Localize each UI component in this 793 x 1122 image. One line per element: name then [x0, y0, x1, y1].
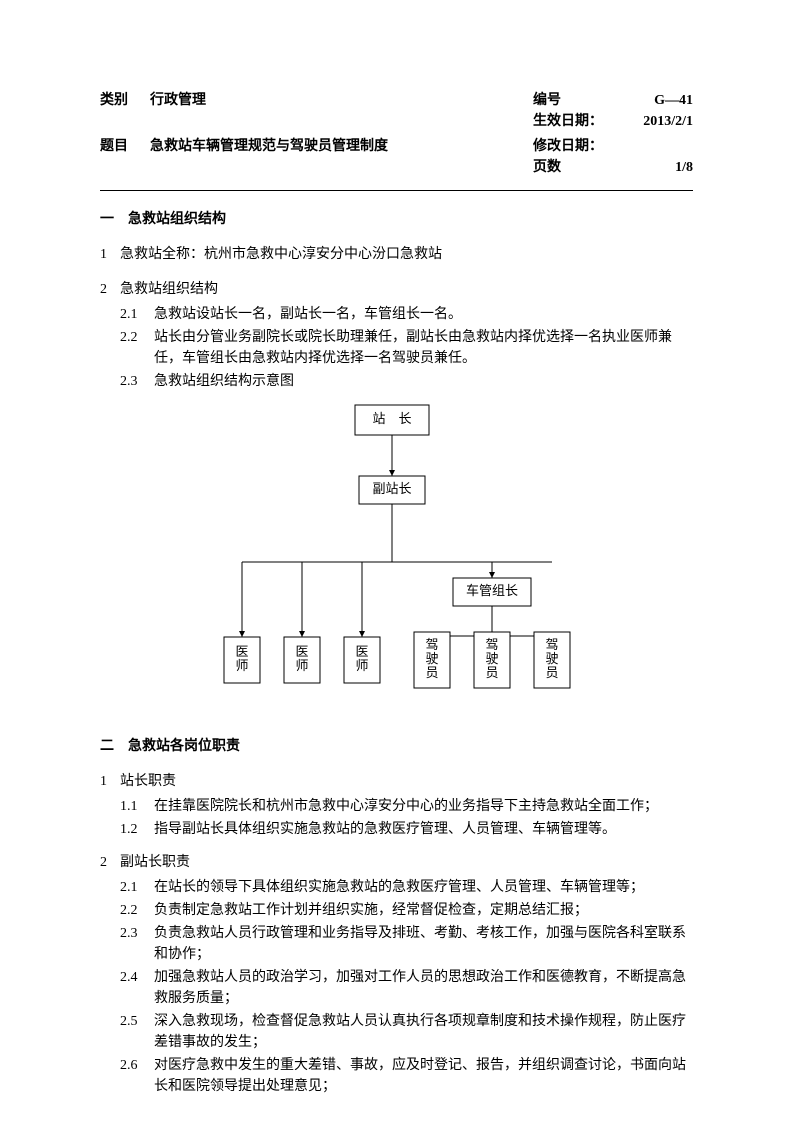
s2-sub23: 2.3 负责急救站人员行政管理和业务指导及排班、考勤、考核工作，加强与医院各科室… — [100, 923, 693, 965]
svg-text:师: 师 — [295, 658, 308, 673]
s2-sub23-text: 负责急救站人员行政管理和业务指导及排班、考勤、考核工作，加强与医院各科室联系和协… — [154, 923, 693, 965]
s1-sub22: 2.2 站长由分管业务副院长或院长助理兼任，副站长由急救站内择优选择一名执业医师… — [100, 327, 693, 369]
title-value: 急救站车辆管理规范与驾驶员管理制度 — [150, 136, 388, 178]
s2-sub24-text: 加强急救站人员的政治学习，加强对工作人员的思想政治工作和医德教育，不断提高急救服… — [154, 967, 693, 1009]
node-driver: 驾驶员 — [534, 632, 570, 688]
s2-sub26-text: 对医疗急救中发生的重大差错、事故，应及时登记、报告，并组织调查讨论，书面向站长和… — [154, 1055, 693, 1097]
svg-text:驶: 驶 — [425, 651, 438, 666]
s2-sub11-text: 在挂靠医院院长和杭州市急救中心淳安分中心的业务指导下主持急救站全面工作； — [154, 796, 693, 817]
node-doctor: 医师 — [224, 637, 260, 683]
svg-text:医: 医 — [295, 644, 308, 659]
node-director: 站 长 — [355, 405, 429, 435]
svg-text:副站长: 副站长 — [372, 481, 411, 496]
s2-sub25-num: 2.5 — [120, 1011, 154, 1053]
svg-text:站 长: 站 长 — [372, 411, 411, 426]
s1-sub23: 2.3 急救站组织结构示意图 — [100, 371, 693, 392]
s1-sub22-num: 2.2 — [120, 327, 154, 369]
svg-text:车管组长: 车管组长 — [465, 583, 517, 598]
svg-text:员: 员 — [425, 665, 438, 680]
doc-header: 类别 行政管理 编号 G—41 生效日期： 2013/2/1 题目 急救站车辆管… — [100, 90, 693, 178]
svg-text:驾: 驾 — [425, 637, 438, 652]
s1-item2: 2 急救站组织结构 — [100, 279, 693, 300]
header-divider — [100, 190, 693, 191]
meta-revise-value — [613, 136, 693, 157]
meta-effective-value: 2013/2/1 — [613, 111, 693, 132]
s2-sub12-text: 指导副站长具体组织实施急救站的急救医疗管理、人员管理、车辆管理等。 — [154, 819, 693, 840]
svg-text:员: 员 — [485, 665, 498, 680]
s2-sub11: 1.1 在挂靠医院院长和杭州市急救中心淳安分中心的业务指导下主持急救站全面工作； — [100, 796, 693, 817]
s2-sub25-text: 深入急救现场，检查督促急救站人员认真执行各项规章制度和技术操作规程，防止医疗差错… — [154, 1011, 693, 1053]
s1-sub22-text: 站长由分管业务副院长或院长助理兼任，副站长由急救站内择优选择一名执业医师兼任，车… — [154, 327, 693, 369]
svg-text:驾: 驾 — [485, 637, 498, 652]
s2-sub26: 2.6 对医疗急救中发生的重大差错、事故，应及时登记、报告，并组织调查讨论，书面… — [100, 1055, 693, 1097]
s1-item1-num: 1 — [100, 244, 120, 265]
org-chart: 站 长副站长车管组长医师医师医师驾驶员驾驶员驾驶员 — [100, 402, 693, 722]
node-doctor: 医师 — [284, 637, 320, 683]
svg-text:员: 员 — [545, 665, 558, 680]
s2-sub24: 2.4 加强急救站人员的政治学习，加强对工作人员的思想政治工作和医德教育，不断提… — [100, 967, 693, 1009]
meta-number-value: G—41 — [613, 90, 693, 111]
s1-sub23-num: 2.3 — [120, 371, 154, 392]
s1-item2-num: 2 — [100, 279, 120, 300]
s1-item2-text: 急救站组织结构 — [120, 279, 693, 300]
svg-text:驶: 驶 — [485, 651, 498, 666]
s1-item1-text: 急救站全称：杭州市急救中心淳安分中心汾口急救站 — [120, 244, 693, 265]
s2-sub26-num: 2.6 — [120, 1055, 154, 1097]
s2-sub11-num: 1.1 — [120, 796, 154, 817]
s2-sub12-num: 1.2 — [120, 819, 154, 840]
meta-number-label: 编号 — [533, 90, 613, 111]
s2-sub22-num: 2.2 — [120, 900, 154, 921]
node-doctor: 医师 — [344, 637, 380, 683]
s2-sub21-num: 2.1 — [120, 877, 154, 898]
s2-item1: 1 站长职责 — [100, 771, 693, 792]
svg-text:医: 医 — [235, 644, 248, 659]
s1-sub21: 2.1 急救站设站长一名，副站长一名，车管组长一名。 — [100, 304, 693, 325]
s2-sub21: 2.1 在站长的领导下具体组织实施急救站的急救医疗管理、人员管理、车辆管理等； — [100, 877, 693, 898]
title-label: 题目 — [100, 136, 150, 178]
s2-sub24-num: 2.4 — [120, 967, 154, 1009]
s2-sub23-num: 2.3 — [120, 923, 154, 965]
s2-sub12: 1.2 指导副站长具体组织实施急救站的急救医疗管理、人员管理、车辆管理等。 — [100, 819, 693, 840]
s2-sub22-text: 负责制定急救站工作计划并组织实施，经常督促检查，定期总结汇报； — [154, 900, 693, 921]
s2-item2-num: 2 — [100, 852, 120, 873]
node-driver: 驾驶员 — [414, 632, 450, 688]
node-fleet-lead: 车管组长 — [453, 578, 531, 606]
s1-item1: 1 急救站全称：杭州市急救中心淳安分中心汾口急救站 — [100, 244, 693, 265]
s2-item1-text: 站长职责 — [120, 771, 693, 792]
svg-text:师: 师 — [235, 658, 248, 673]
org-chart-svg: 站 长副站长车管组长医师医师医师驾驶员驾驶员驾驶员 — [182, 402, 612, 722]
meta-effective-label: 生效日期： — [533, 111, 613, 132]
node-driver: 驾驶员 — [474, 632, 510, 688]
s2-item2: 2 副站长职责 — [100, 852, 693, 873]
svg-text:医: 医 — [355, 644, 368, 659]
section1-heading: 一 急救站组织结构 — [100, 209, 693, 230]
s2-item2-text: 副站长职责 — [120, 852, 693, 873]
s2-sub21-text: 在站长的领导下具体组织实施急救站的急救医疗管理、人员管理、车辆管理等； — [154, 877, 693, 898]
svg-text:驾: 驾 — [545, 637, 558, 652]
s1-sub23-text: 急救站组织结构示意图 — [154, 371, 693, 392]
s2-sub22: 2.2 负责制定急救站工作计划并组织实施，经常督促检查，定期总结汇报； — [100, 900, 693, 921]
node-deputy: 副站长 — [359, 476, 425, 504]
svg-text:驶: 驶 — [545, 651, 558, 666]
section2-heading: 二 急救站各岗位职责 — [100, 736, 693, 757]
svg-text:师: 师 — [355, 658, 368, 673]
s1-sub21-num: 2.1 — [120, 304, 154, 325]
meta-block: 编号 G—41 生效日期： 2013/2/1 — [533, 90, 693, 132]
s1-sub21-text: 急救站设站长一名，副站长一名，车管组长一名。 — [154, 304, 693, 325]
category-value: 行政管理 — [150, 90, 206, 132]
category-label: 类别 — [100, 90, 150, 132]
meta-pages-label: 页数 — [533, 157, 613, 178]
s2-item1-num: 1 — [100, 771, 120, 792]
meta-revise-label: 修改日期： — [533, 136, 613, 157]
meta-pages-value: 1/8 — [613, 157, 693, 178]
s2-sub25: 2.5 深入急救现场，检查督促急救站人员认真执行各项规章制度和技术操作规程，防止… — [100, 1011, 693, 1053]
